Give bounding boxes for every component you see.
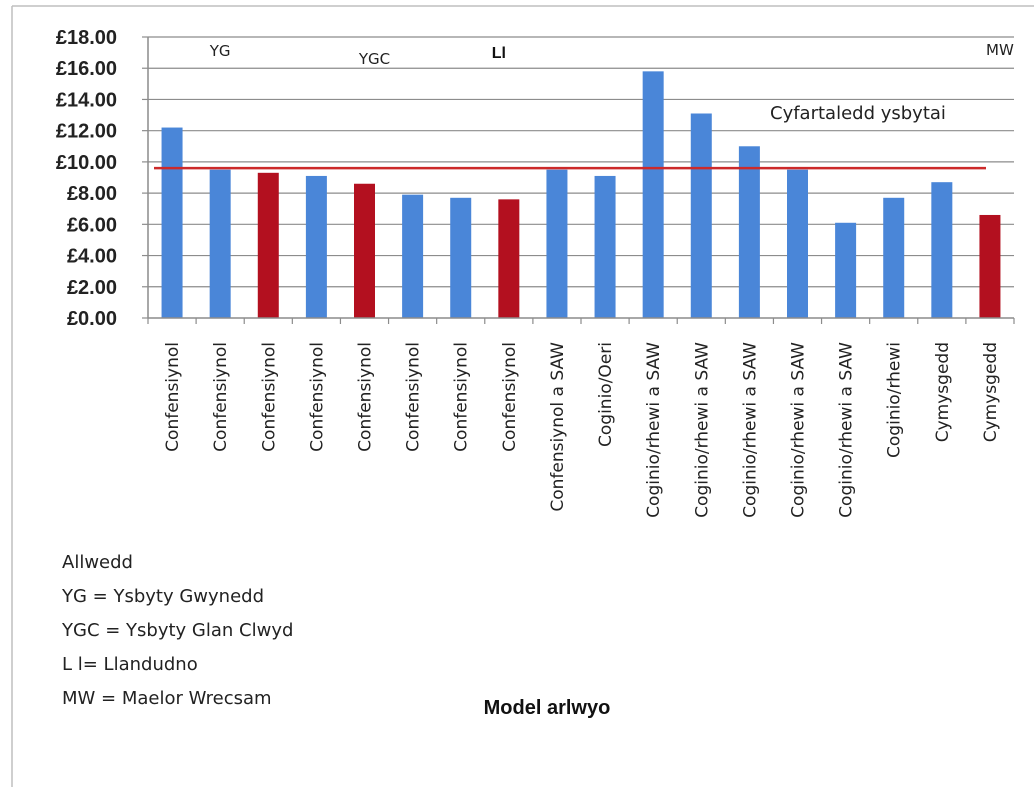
bar bbox=[738, 146, 760, 318]
x-tick-label: Confensiynol bbox=[404, 342, 424, 452]
y-tick-label: £4.00 bbox=[67, 246, 117, 268]
x-tick-label: Confensiynol bbox=[307, 342, 327, 452]
key-line-2: YGC = Ysbyty Glan Clwyd bbox=[61, 620, 293, 641]
x-tick-label: Cymysgedd bbox=[981, 342, 1001, 442]
x-tick-label: Coginio/rhewi bbox=[885, 342, 905, 458]
bar bbox=[402, 194, 424, 318]
hospital-label: YG bbox=[209, 42, 231, 60]
x-tick-label: Coginio/rhewi a SAW bbox=[789, 342, 809, 518]
x-tick-label: Confensiynol bbox=[259, 342, 279, 452]
x-tick-label: Confensiynol bbox=[500, 342, 520, 452]
bar bbox=[498, 199, 520, 318]
x-tick-label: Confensiynol bbox=[163, 342, 183, 452]
y-tick-label: £12.00 bbox=[56, 121, 117, 143]
bar bbox=[690, 113, 712, 318]
axes bbox=[147, 37, 1015, 324]
key-line-3: L l= Llandudno bbox=[62, 654, 198, 675]
average-label: Cyfartaledd ysbytai bbox=[770, 103, 946, 124]
y-tick-label: £0.00 bbox=[67, 308, 117, 330]
y-tick-label: £10.00 bbox=[56, 152, 117, 174]
y-tick-label: £6.00 bbox=[67, 214, 117, 236]
bar bbox=[835, 222, 857, 318]
legend-key: Allwedd YG = Ysbyty Gwynedd YGC = Ysbyty… bbox=[61, 552, 293, 709]
bar bbox=[931, 182, 953, 318]
x-tick-label: Cymysgedd bbox=[933, 342, 953, 442]
bar bbox=[161, 127, 183, 319]
bar bbox=[787, 169, 808, 318]
x-tick-label: Confensiynol bbox=[452, 342, 472, 452]
key-line-1: YG = Ysbyty Gwynedd bbox=[61, 586, 264, 607]
x-axis-title: Model arlwyo bbox=[484, 697, 611, 719]
bars bbox=[161, 71, 1001, 319]
bar bbox=[257, 172, 279, 318]
hospital-label: YGC bbox=[358, 50, 390, 68]
x-tick-label: Confensiynol bbox=[211, 342, 231, 452]
x-axis-tick-labels: Confensiynol Confensiynol Confensiynol Conf… bbox=[163, 342, 1001, 518]
bar bbox=[450, 197, 472, 318]
bar bbox=[354, 183, 375, 318]
y-axis-tick-labels: £0.00 £2.00 £4.00 £6.00 £8.00 £10.00 £12.00 £14… bbox=[56, 27, 117, 330]
x-tick-label: Confensiynol bbox=[356, 342, 376, 452]
x-tick-label: Coginio/rhewi a SAW bbox=[740, 342, 760, 518]
y-tick-label: £18.00 bbox=[56, 27, 117, 49]
key-line-4: MW = Maelor Wrecsam bbox=[62, 688, 272, 709]
x-tick-label: Confensiynol a SAW bbox=[548, 342, 568, 512]
y-tick-label: £2.00 bbox=[67, 277, 117, 299]
bar bbox=[594, 175, 616, 318]
bar bbox=[209, 169, 231, 318]
bar bbox=[305, 175, 327, 318]
y-tick-label: £14.00 bbox=[56, 89, 117, 111]
x-tick-label: Coginio/rhewi a SAW bbox=[644, 342, 664, 518]
bar bbox=[883, 197, 905, 318]
y-tick-label: £8.00 bbox=[67, 183, 117, 205]
x-tick-label: Coginio/Oeri bbox=[596, 342, 616, 447]
bar bbox=[546, 169, 568, 318]
x-tick-label: Coginio/rhewi a SAW bbox=[692, 342, 712, 518]
hospital-label: MW bbox=[986, 41, 1014, 59]
key-title: Allwedd bbox=[62, 552, 133, 573]
bar bbox=[979, 214, 1001, 318]
hospital-labels: YG YGC Ll MW bbox=[209, 41, 1014, 68]
bar bbox=[642, 71, 664, 318]
y-tick-label: £16.00 bbox=[56, 58, 117, 80]
gridlines bbox=[142, 36, 1014, 319]
x-tick-label: Coginio/rhewi a SAW bbox=[837, 342, 857, 518]
hospital-label: Ll bbox=[492, 45, 506, 62]
